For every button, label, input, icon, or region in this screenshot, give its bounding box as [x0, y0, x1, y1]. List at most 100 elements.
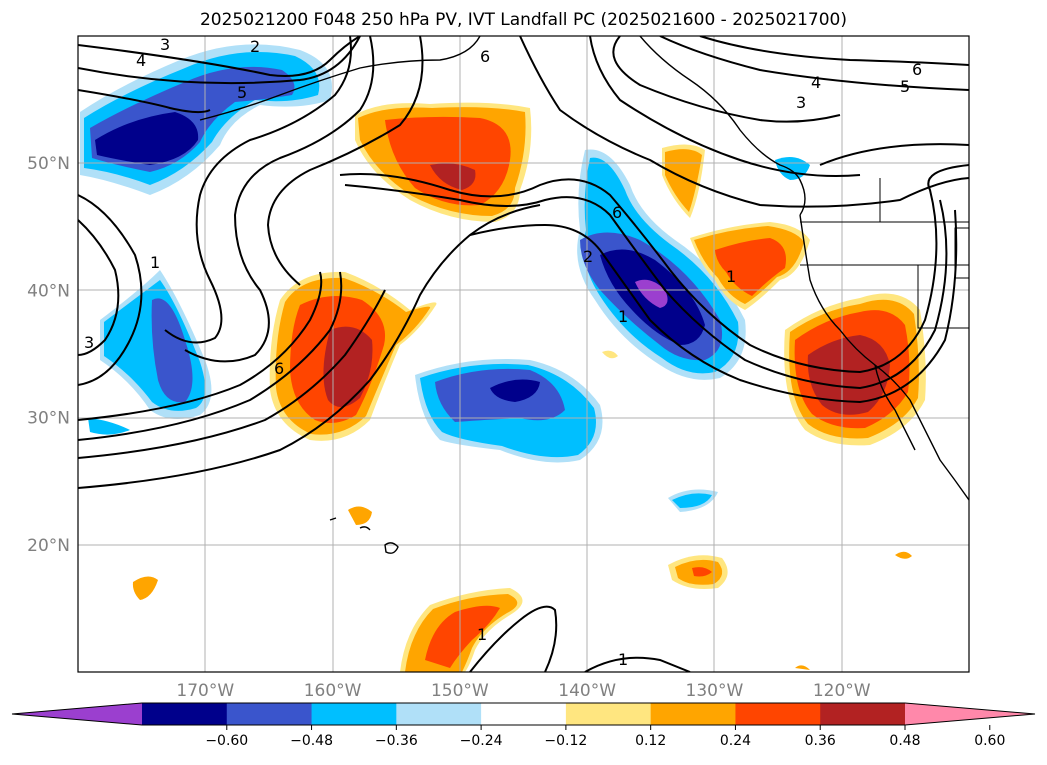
pv-contour [469, 605, 558, 672]
colorbar-bin [481, 703, 567, 725]
contour-label: 6 [912, 60, 922, 79]
pv-contour [659, 36, 969, 91]
colorbar-tick-label: −0.60 [205, 733, 248, 749]
island-hawaii [359, 526, 371, 531]
contour-label: 1 [150, 253, 160, 272]
contour-label: 3 [84, 333, 94, 352]
colorbar-tick-label: 0.12 [635, 733, 666, 749]
pv-contour [78, 36, 361, 77]
anomaly-region [490, 379, 540, 402]
lat-tick-label: 20°N [27, 536, 70, 556]
colorbar-extend-high [905, 703, 1035, 725]
anomaly-region [672, 493, 712, 508]
island-hawaii [329, 517, 337, 521]
anomaly-region [895, 551, 912, 559]
contour-label: 3 [160, 35, 170, 54]
contour-label: 2 [583, 247, 593, 266]
anomaly-region [795, 665, 810, 670]
pv-contour [344, 184, 948, 390]
pv-contour [612, 36, 841, 123]
contour-labels: 3 2 4 5 6 6 2 1 4 5 3 6 1 1 3 6 1 1 [84, 35, 922, 669]
island-hawaii [384, 542, 399, 554]
colorbar-tick-label: 0.36 [805, 733, 836, 749]
colorbar-tick-label: −0.48 [290, 733, 333, 749]
anomaly-region [425, 605, 500, 668]
pv-contour [819, 143, 969, 166]
shaded-field [80, 44, 926, 672]
lat-tick-labels: 20°N 30°N 40°N 50°N [27, 154, 70, 556]
lon-tick-label: 120°W [813, 681, 871, 701]
pv-contour [184, 36, 375, 363]
colorbar-tick-label: 0.48 [889, 733, 920, 749]
pv-contour [519, 36, 969, 208]
pv-contour [589, 36, 861, 177]
contour-label: 1 [477, 625, 487, 644]
pv-contour [469, 209, 958, 404]
anomaly-region [807, 335, 890, 415]
contour-label: 6 [480, 47, 490, 66]
anomaly-region [430, 163, 476, 190]
colorbar-outline [11, 702, 1036, 726]
lon-tick-label: 170°W [176, 681, 234, 701]
contour-label: 1 [726, 267, 736, 286]
colorbar: −0.60 −0.48 −0.36 −0.24 −0.12 0.12 0.24 0.36 0.4… [11, 702, 1036, 749]
lon-tick-label: 130°W [686, 681, 744, 701]
colorbar-bin [820, 703, 906, 725]
map-frame [77, 35, 970, 673]
colorbar-bin [650, 703, 736, 725]
anomaly-region [348, 506, 372, 525]
pv-contour [78, 89, 211, 114]
colorbar-bin [142, 703, 228, 725]
anomaly-region [602, 350, 618, 359]
anomaly-region [715, 238, 786, 296]
contour-label: 1 [618, 307, 628, 326]
colorbar-tick-label: 0.24 [720, 733, 751, 749]
pv-contour [78, 289, 386, 459]
contour-label: 1 [618, 650, 628, 669]
colorbar-tick-label: 0.60 [974, 733, 1005, 749]
lon-tick-label: 140°W [558, 681, 616, 701]
coastline-baja [874, 364, 916, 451]
gridlines [78, 36, 969, 672]
anomaly-region [151, 298, 193, 403]
map-title: 2025021200 F048 250 hPa PV, IVT Landfall… [199, 10, 847, 30]
colorbar-bin [565, 703, 652, 725]
map-area: 3 2 4 5 6 6 2 1 4 5 3 6 1 1 3 6 1 1 [78, 35, 969, 672]
lat-tick-label: 30°N [27, 409, 70, 429]
pv-contour [164, 36, 352, 344]
contour-label: 6 [612, 203, 622, 222]
anomaly-region [88, 418, 130, 435]
pv-contour [78, 271, 343, 441]
colorbar-bin [735, 703, 821, 725]
pv-contour [699, 36, 969, 66]
pv-contour [339, 164, 969, 374]
anomaly-region [132, 576, 158, 600]
colorbar-bin [226, 703, 313, 725]
lat-tick-label: 50°N [27, 154, 70, 174]
colorbar-tick-label: −0.36 [375, 733, 418, 749]
pv-contour [78, 36, 361, 85]
state-borders [800, 178, 969, 329]
contour-label: 5 [900, 77, 910, 96]
coastlines [199, 36, 969, 554]
lat-tick-label: 40°N [27, 281, 70, 301]
colorbar-extend-low [12, 703, 142, 725]
colorbar-bin [311, 703, 397, 725]
colorbar-tick-label: −0.12 [544, 733, 587, 749]
anomaly-region [635, 279, 668, 308]
anomaly-region [665, 149, 702, 212]
lon-tick-labels: 170°W 160°W 150°W 140°W 130°W 120°W [176, 681, 870, 701]
contour-label: 5 [237, 83, 247, 102]
pv-contour [78, 271, 323, 421]
contour-label: 4 [136, 51, 146, 70]
contour-label: 3 [796, 93, 806, 112]
lon-tick-label: 150°W [431, 681, 489, 701]
contour-label: 2 [250, 37, 260, 56]
pv-contour [78, 219, 120, 356]
pv-contour [584, 656, 691, 672]
anomaly-region [95, 112, 199, 165]
anomaly-region [323, 326, 373, 408]
colorbar-bin [396, 703, 482, 725]
contour-label: 6 [274, 359, 284, 378]
